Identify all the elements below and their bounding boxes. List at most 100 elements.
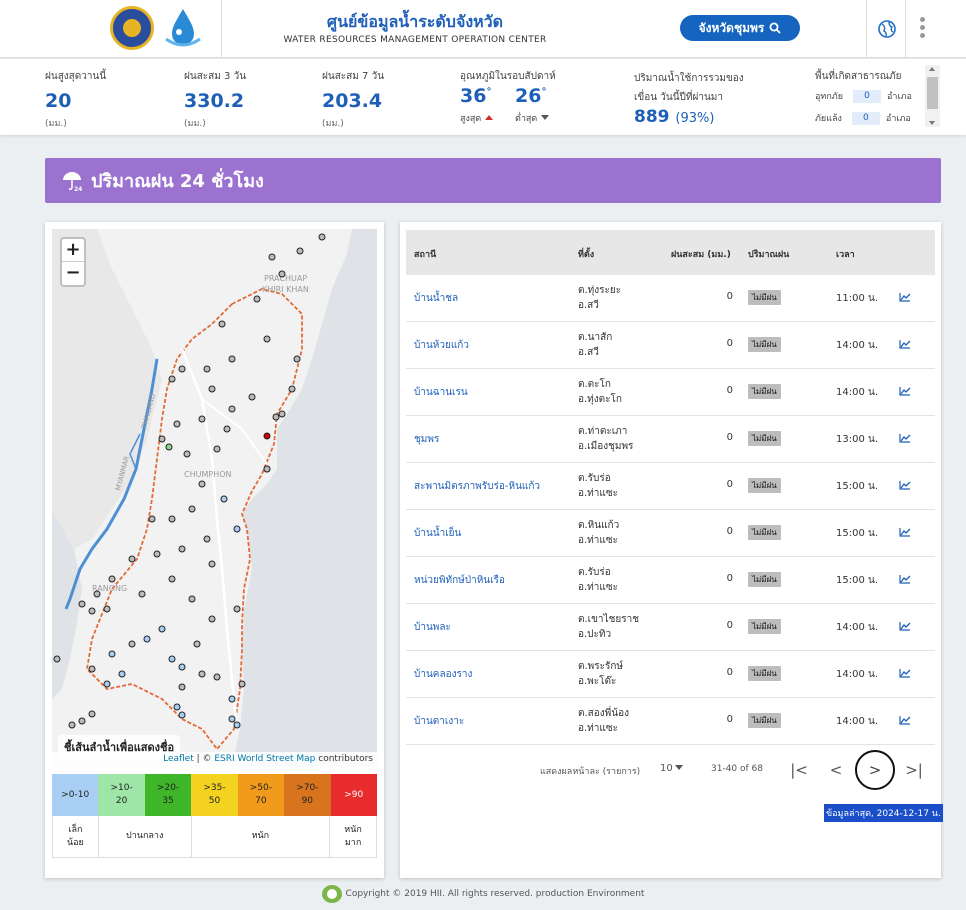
rain-status-badge: ไม่มีฝน (748, 713, 781, 728)
station-location: ต.รับร่อ อ.ท่าแซะ (578, 473, 618, 499)
station-link[interactable]: สะพานมิตรภาพรับร่อ-หินแก้ว (414, 481, 541, 492)
table-row[interactable]: บ้านพละ ต.เขาไชยราช อ.ปะทิว 0 ไม่มีฝน 14:00 น… (406, 604, 935, 651)
table-row[interactable]: บ้านน้ำเย็น ต.หินแก้ว อ.ท่าแซะ 0 ไม่มีฝน 15:0… (406, 510, 935, 557)
station-location: ต.เขาไชยราช อ.ปะทิว (578, 614, 639, 640)
header-location[interactable]: ที่ตั้ง (578, 250, 595, 260)
prev-page-button[interactable]: < (829, 761, 843, 779)
rain-status-badge: ไม่มีฝน (748, 525, 781, 540)
map-label-chumphon: CHUMPHON (184, 470, 231, 479)
station-link[interactable]: หน่วยพิทักษ์ป่าหินเรือ (414, 575, 505, 586)
line-chart-icon[interactable] (899, 480, 911, 490)
station-link[interactable]: ชุมพร (414, 434, 440, 445)
first-page-button[interactable]: |< (790, 761, 808, 779)
dam-stat: ปริมาณน้ำใช้การรวมของ เขื่อน วันนี้ปีที่… (634, 73, 744, 127)
svg-text:24: 24 (74, 186, 82, 192)
temp-high-label: สูงสุด (460, 111, 494, 125)
rain-status-badge: ไม่มีฝน (748, 619, 781, 634)
legend-range-0: >0-10 (52, 774, 99, 816)
rows-per-page-select[interactable]: 10 (660, 763, 683, 774)
line-chart-icon[interactable] (899, 574, 911, 584)
zoom-in-button[interactable]: + (62, 239, 84, 262)
legend-range-3: >35- 50 (191, 774, 238, 816)
station-location: ต.สองพี่น้อง อ.ท่าแซะ (578, 708, 629, 734)
station-link[interactable]: บ้านคลองราง (414, 669, 473, 680)
legend-range-2: >20- 35 (144, 774, 192, 816)
line-chart-icon[interactable] (899, 339, 911, 349)
line-chart-icon[interactable] (899, 668, 911, 678)
table-row[interactable]: สะพานมิตรภาพรับร่อ-หินแก้ว ต.รับร่อ อ.ท่าแ… (406, 463, 935, 510)
more-menu-icon[interactable] (917, 15, 927, 41)
header-time[interactable]: เวลา (836, 250, 855, 260)
temperature-stat: อุณหภูมิในรอบสัปดาห์ (460, 71, 556, 82)
header-amount[interactable]: ปริมาณฝน (748, 250, 790, 260)
table-row[interactable]: บ้านน้ำชล ต.ทุ่งระยะ อ.สวี 0 ไม่มีฝน 11:00 น. (406, 275, 935, 322)
leaflet-link[interactable]: Leaflet (163, 754, 194, 764)
province-label: จังหวัดชุมพร (698, 20, 765, 35)
legend-range-6: >90 (330, 774, 377, 816)
line-chart-icon[interactable] (899, 527, 911, 537)
station-table-card: สถานี ที่ตั้ง ฝนสะสม (มม.) ปริมาณฝน เวลา… (400, 222, 943, 878)
station-location: ต.ท่าตะเภา อ.เมืองชุมพร (578, 426, 634, 452)
table-row[interactable]: บ้านห้วยแก้ว ต.นาสัก อ.สวี 0 ไม่มีฝน 14:00 น. (406, 322, 935, 369)
header-rain[interactable]: ฝนสะสม (มม.) (671, 250, 731, 260)
station-link[interactable]: บ้านฉานเรน (414, 387, 468, 398)
rain-value: 0 (726, 338, 733, 349)
rain-status-badge: ไม่มีฝน (748, 478, 781, 493)
temp-high-value: 36° (460, 85, 492, 107)
station-link[interactable]: บ้านน้ำเย็น (414, 528, 462, 539)
rain-value: 0 (726, 432, 733, 443)
rain-status-badge: ไม่มีฝน (748, 666, 781, 681)
station-location: ต.รับร่อ อ.ท่าแซะ (578, 567, 618, 593)
zoom-out-button[interactable]: − (65, 262, 81, 283)
map-label-khirikhan: KHIRI KHAN (262, 285, 309, 294)
station-location: ต.ทุ่งระยะ อ.สวี (578, 285, 622, 311)
table-row[interactable]: บ้านฉานเรน ต.ตะโก อ.ทุ่งตะโก 0 ไม่มีฝน 14:00 … (406, 369, 935, 416)
table-row[interactable]: บ้านคลองราง ต.พระรักษ์ อ.พะโต๊ะ 0 ไม่มีฝน 14:… (406, 651, 935, 698)
observation-time: 15:00 น. (836, 481, 879, 492)
station-link[interactable]: บ้านห้วยแก้ว (414, 340, 469, 351)
temp-low-label: ต่ำสุด (515, 111, 550, 125)
legend-range-5: >70- 90 (284, 774, 331, 816)
province-select-button[interactable]: จังหวัดชุมพร (680, 15, 800, 41)
rain-status-badge: ไม่มีฝน (748, 337, 781, 352)
table-row[interactable]: หน่วยพิทักษ์ป่าหินเรือ ต.รับร่อ อ.ท่าแซะ 0 ไ… (406, 557, 935, 604)
rain-value: 0 (726, 385, 733, 396)
table-row[interactable]: ชุมพร ต.ท่าตะเภา อ.เมืองชุมพร 0 ไม่มีฝน 13:00… (406, 416, 935, 463)
rain-status-badge: ไม่มีฝน (748, 572, 781, 587)
map-attribution: Leaflet | © ESRI World Street Map contri… (52, 752, 377, 767)
rain7-stat: ฝนสะสม 7 วัน 203.4 (มม.) (322, 71, 385, 129)
line-chart-icon[interactable] (899, 621, 911, 631)
esri-link[interactable]: ESRI World Street Map (214, 754, 316, 764)
station-location: ต.หินแก้ว อ.ท่าแซะ (578, 520, 620, 546)
line-chart-icon[interactable] (899, 386, 911, 396)
header-station[interactable]: สถานี (414, 250, 437, 260)
station-link[interactable]: บ้านพละ (414, 622, 451, 633)
station-markers[interactable] (53, 233, 326, 729)
legend-level-heavy: หนัก (192, 816, 331, 857)
legend-range-1: >10- 20 (98, 774, 145, 816)
table-header: สถานี ที่ตั้ง ฝนสะสม (มม.) ปริมาณฝน เวลา (406, 230, 935, 275)
station-link[interactable]: บ้านตาเงาะ (414, 716, 465, 727)
station-location: ต.นาสัก อ.สวี (578, 332, 613, 358)
rows-per-page-label: แสดงผลหน้าละ (รายการ) (540, 767, 641, 777)
stats-bar: ฝนสูงสุดวานนี้ 20 (มม.) ฝนสะสม 3 วัน 330… (0, 59, 966, 135)
observation-time: 14:00 น. (836, 669, 879, 680)
rain-status-badge: ไม่มีฝน (748, 431, 781, 446)
globe-icon[interactable] (877, 19, 897, 39)
rain-value: 0 (726, 573, 733, 584)
rain-map[interactable]: PRACHUAP KHIRI KHAN THAILAND MYANMAR CHU… (52, 229, 377, 767)
line-chart-icon[interactable] (899, 292, 911, 302)
next-page-button[interactable]: > (855, 750, 895, 790)
line-chart-icon[interactable] (899, 715, 911, 725)
flood-row: อุทกภัย 0 อำเภอ (815, 89, 912, 103)
rain-value: 0 (726, 620, 733, 631)
legend-range-4: >50- 70 (237, 774, 285, 816)
footer: Copyright © 2019 HII. All rights reserve… (0, 885, 966, 903)
line-chart-icon[interactable] (899, 433, 911, 443)
stats-scrollbar[interactable] (925, 65, 940, 127)
observation-time: 13:00 น. (836, 434, 879, 445)
table-row[interactable]: บ้านตาเงาะ ต.สองพี่น้อง อ.ท่าแซะ 0 ไม่มีฝน 14… (406, 698, 935, 745)
station-link[interactable]: บ้านน้ำชล (414, 293, 459, 304)
last-page-button[interactable]: >| (905, 761, 923, 779)
observation-time: 14:00 น. (836, 387, 879, 398)
